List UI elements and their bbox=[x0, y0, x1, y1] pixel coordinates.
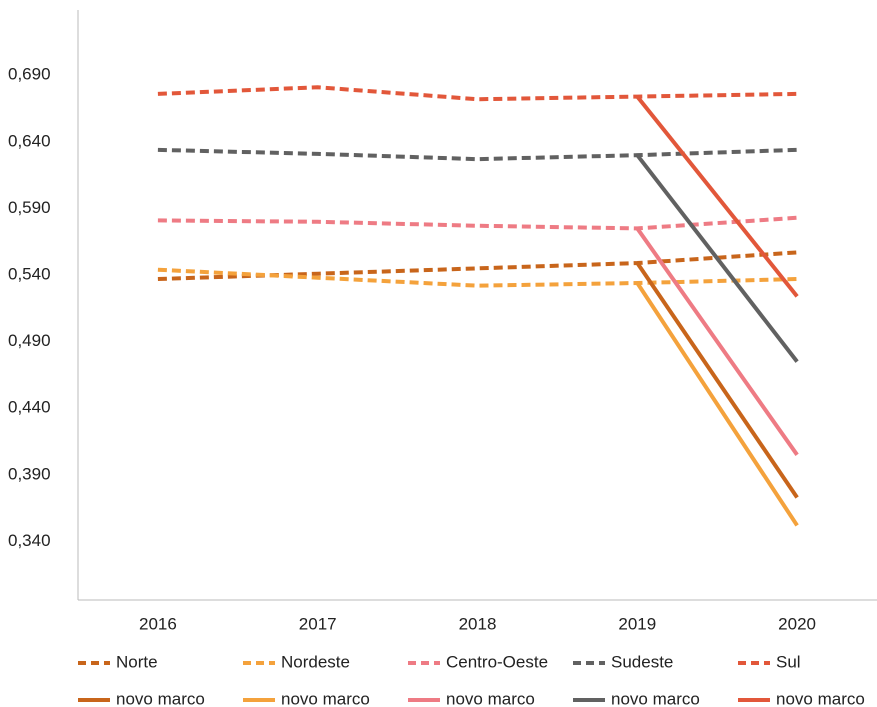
legend-label: novo marco bbox=[611, 689, 700, 707]
x-tick-label: 2019 bbox=[618, 614, 656, 633]
y-tick-label: 0,540 bbox=[8, 265, 51, 284]
series-line bbox=[157, 267, 798, 288]
y-tick-label: 0,490 bbox=[8, 331, 51, 350]
y-tick-label: 0,440 bbox=[8, 398, 51, 417]
x-tick-label: 2017 bbox=[299, 614, 337, 633]
series-line bbox=[157, 250, 798, 282]
legend-label: Norte bbox=[116, 652, 158, 671]
series-line bbox=[635, 95, 799, 298]
y-tick-label: 0,640 bbox=[8, 131, 51, 150]
series-line bbox=[635, 281, 799, 527]
series-line bbox=[635, 153, 799, 363]
legend-label: Sul bbox=[776, 652, 801, 671]
legend-label: novo marco bbox=[281, 689, 370, 707]
legend-label: novo marco bbox=[776, 689, 865, 707]
y-tick-label: 0,340 bbox=[8, 531, 51, 550]
y-tick-label: 0,390 bbox=[8, 464, 51, 483]
legend-label: novo marco bbox=[116, 689, 205, 707]
y-tick-label: 0,590 bbox=[8, 198, 51, 217]
series-line bbox=[635, 261, 799, 499]
legend-label: Nordeste bbox=[281, 652, 350, 671]
series-line bbox=[157, 215, 798, 231]
series-line bbox=[157, 147, 798, 162]
x-tick-label: 2016 bbox=[139, 614, 177, 633]
x-tick-label: 2020 bbox=[778, 614, 816, 633]
legend-label: Sudeste bbox=[611, 652, 673, 671]
x-tick-label: 2018 bbox=[459, 614, 497, 633]
series-line bbox=[635, 227, 799, 456]
legend-label: novo marco bbox=[446, 689, 535, 707]
y-tick-label: 0,690 bbox=[8, 65, 51, 84]
series-line bbox=[157, 85, 798, 102]
legend-label: Centro-Oeste bbox=[446, 652, 548, 671]
